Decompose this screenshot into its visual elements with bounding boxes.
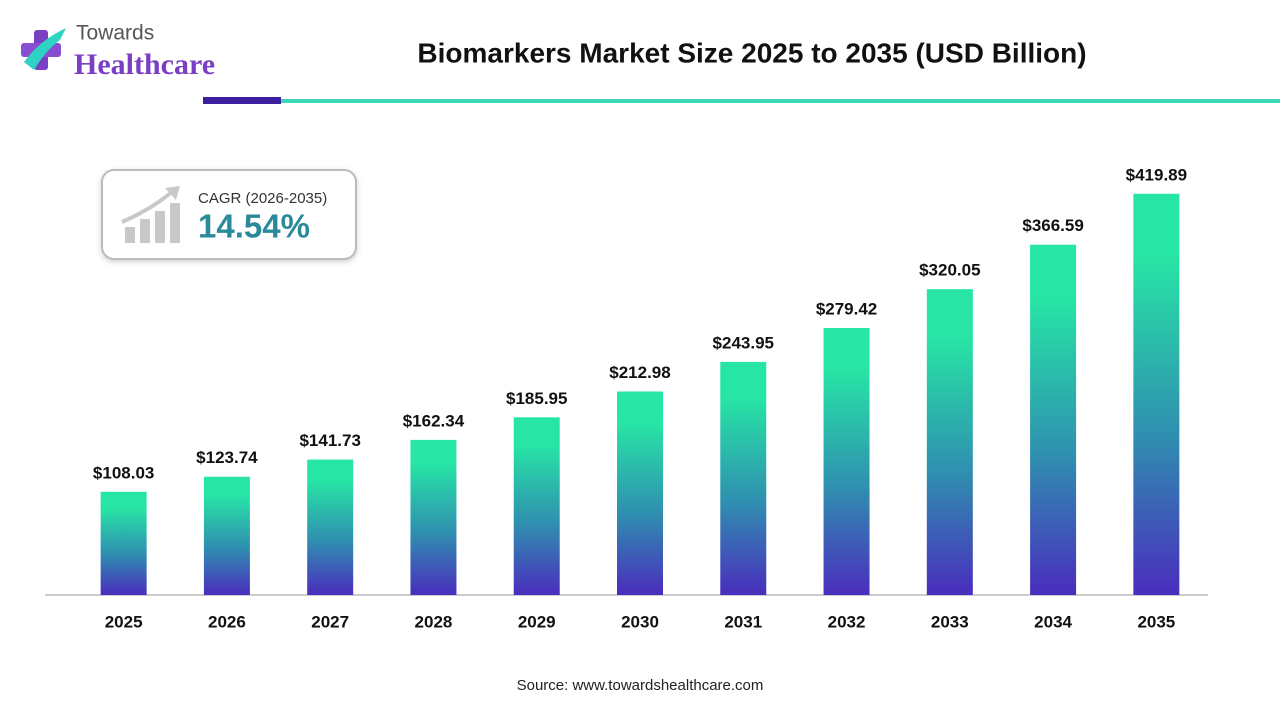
- bar: [410, 439, 457, 595]
- x-tick-label: 2035: [1137, 612, 1175, 631]
- chart-title: Biomarkers Market Size 2025 to 2035 (USD…: [417, 37, 1086, 68]
- value-label: $141.73: [299, 431, 360, 450]
- x-tick-label: 2029: [518, 612, 556, 631]
- bar: [307, 459, 354, 595]
- bar: [823, 327, 870, 595]
- cagr-value: 14.54%: [198, 208, 310, 245]
- x-tick-label: 2030: [621, 612, 659, 631]
- cagr-icon: [125, 227, 135, 243]
- cagr-box: CAGR (2026-2035) 14.54%: [101, 169, 357, 260]
- logo: Towards Healthcare: [21, 22, 215, 81]
- header-rule: [281, 99, 1280, 103]
- cagr-label: CAGR (2026-2035): [198, 190, 327, 207]
- brand-top: Towards: [76, 22, 154, 45]
- x-tick-label: 2032: [828, 612, 866, 631]
- bar: [1133, 193, 1180, 595]
- value-label: $185.95: [506, 389, 567, 408]
- value-label: $108.03: [93, 463, 154, 482]
- bar: [617, 391, 663, 595]
- brand-bottom: Healthcare: [74, 48, 215, 81]
- value-label: $212.98: [609, 363, 670, 382]
- cagr-icon: [121, 190, 174, 224]
- value-label: $366.59: [1022, 216, 1083, 235]
- x-tick-label: 2034: [1034, 612, 1072, 631]
- value-label: $419.89: [1126, 165, 1187, 184]
- bar: [203, 476, 250, 595]
- cagr-frame: [101, 169, 357, 260]
- bar: [513, 417, 560, 595]
- value-label: $162.34: [403, 411, 465, 430]
- x-tick-label: 2033: [931, 612, 969, 631]
- bar: [720, 361, 767, 595]
- x-tick-label: 2025: [105, 612, 143, 631]
- value-label: $123.74: [196, 448, 258, 467]
- x-tick-label: 2028: [415, 612, 453, 631]
- value-label: $279.42: [816, 299, 877, 318]
- cagr-icon: [155, 211, 165, 243]
- x-tick-label: 2027: [311, 612, 349, 631]
- cagr-icon: [140, 219, 150, 243]
- source: Source: www.towardshealthcare.com: [517, 677, 764, 694]
- bar: [100, 491, 147, 595]
- cagr-icon: [165, 186, 180, 200]
- x-tick-label: 2031: [724, 612, 762, 631]
- bar: [926, 289, 973, 595]
- x-tick-label: 2026: [208, 612, 246, 631]
- logo-swoosh: [24, 28, 66, 70]
- value-label: $320.05: [919, 261, 980, 280]
- cagr-icon: [170, 203, 180, 243]
- bar: [1030, 244, 1077, 596]
- header-rule: [203, 97, 281, 104]
- value-label: $243.95: [713, 333, 774, 352]
